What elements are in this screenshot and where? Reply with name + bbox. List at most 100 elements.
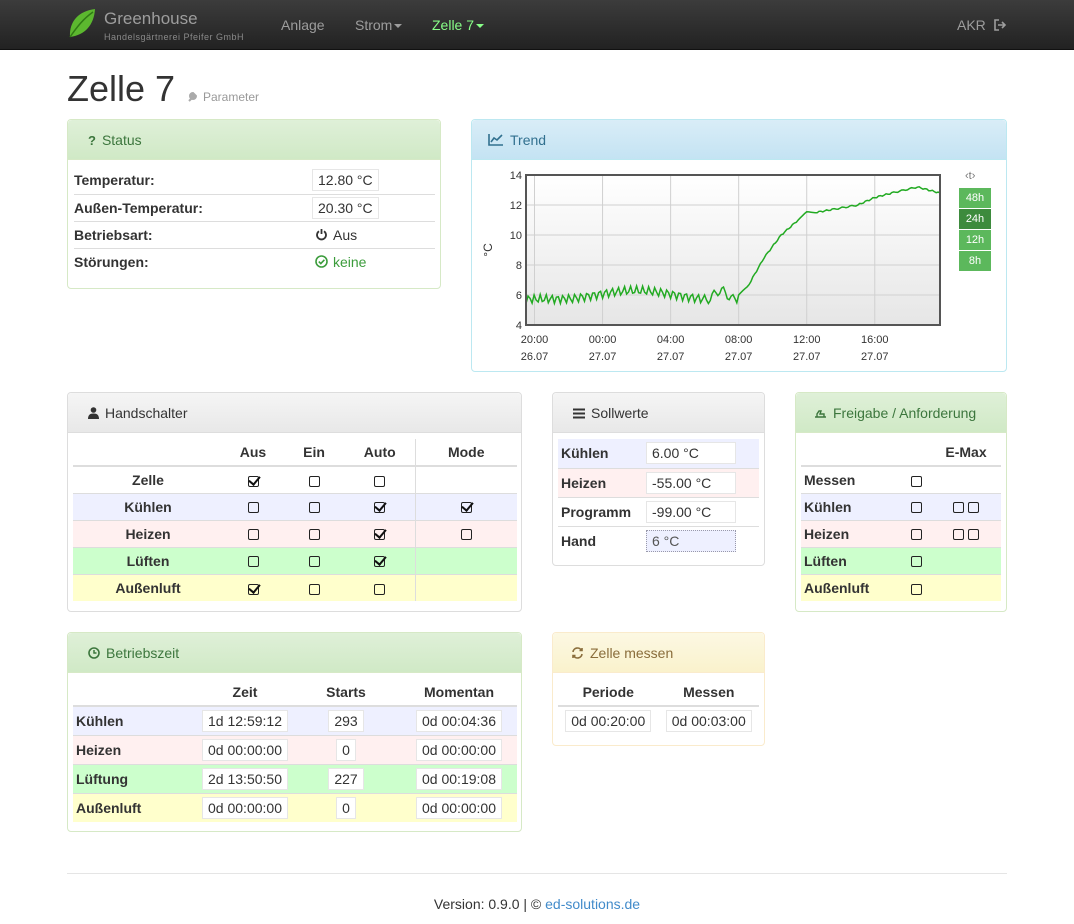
momentan-value: 0d 00:00:00 xyxy=(416,796,502,819)
checkbox-icon[interactable] xyxy=(910,583,922,595)
checkbox-icon[interactable] xyxy=(308,529,320,541)
starts-value: 227 xyxy=(328,767,364,790)
wrench-icon xyxy=(188,91,198,102)
row-label: Kühlen xyxy=(73,705,199,735)
checkbox-icon[interactable] xyxy=(247,556,259,568)
x-tick-date: 27.07 xyxy=(725,351,753,363)
plot-border xyxy=(525,174,941,326)
checkbox-icon[interactable] xyxy=(374,475,386,487)
nav-strom[interactable]: Strom xyxy=(355,17,403,33)
checkbox-icon[interactable] xyxy=(308,556,320,568)
checked-checkbox-icon[interactable] xyxy=(374,502,386,514)
y-tick-label: 4 xyxy=(516,320,522,332)
trend-heading: Trend xyxy=(472,120,1006,160)
handschalter-row: Zelle xyxy=(73,465,517,493)
freigabe-row: Kühlen xyxy=(801,492,1001,520)
freigabe-heading-label: Freigabe / Anforderung xyxy=(833,405,977,421)
brand[interactable]: Greenhouse Handelsgärtnerei Pfeifer GmbH xyxy=(67,7,244,42)
messen-table: Periode Messen 0d 00:20:00 0d 00:03:00 xyxy=(558,679,759,735)
checkbox-icon[interactable] xyxy=(460,529,472,541)
freigabe-row: Messen xyxy=(801,465,1001,493)
checked-checkbox-icon[interactable] xyxy=(374,529,386,541)
sollwerte-heading: Sollwerte xyxy=(553,393,764,433)
footer-link[interactable]: ed-solutions.de xyxy=(545,896,641,912)
table-header-row: Zeit Starts Momentan xyxy=(73,679,517,706)
betriebszeit-heading: Betriebszeit xyxy=(68,633,521,673)
col-ein: Ein xyxy=(303,444,325,460)
checkbox-icon[interactable] xyxy=(247,529,259,541)
brand-subtitle: Handelsgärtnerei Pfeifer GmbH xyxy=(104,32,245,42)
page-subtitle[interactable]: Parameter xyxy=(187,90,259,104)
brand-title: Greenhouse xyxy=(104,9,198,28)
range-8h-button[interactable]: 8h xyxy=(959,251,991,271)
clock-icon xyxy=(88,647,100,659)
checkbox-icon[interactable] xyxy=(967,529,979,541)
checkbox-icon[interactable] xyxy=(910,529,922,541)
range-24h-button[interactable]: 24h xyxy=(959,209,991,229)
row-label: Außenluft xyxy=(73,792,199,822)
betriebszeit-panel: Betriebszeit Zeit Starts Momentan Kühlen… xyxy=(67,632,522,832)
handschalter-row: Heizen xyxy=(73,519,517,547)
status-label: Außen-Temperatur: xyxy=(74,193,312,221)
footer-version: Version: 0.9.0 | © xyxy=(433,896,546,912)
sollwert-label: Hand xyxy=(558,525,646,555)
row-label: Heizen xyxy=(801,519,901,547)
status-row: Temperatur: 12.80 °C xyxy=(74,167,435,194)
nav-zelle[interactable]: Zelle 7 xyxy=(432,17,485,33)
handschalter-row: Kühlen xyxy=(73,492,517,520)
table-header-row: Periode Messen xyxy=(558,679,759,706)
x-tick-date: 27.07 xyxy=(657,351,685,363)
handschalter-table: Aus Ein Auto Mode Zelle Kühlen Heizen Lüfte… xyxy=(73,439,517,601)
col-messen: Messen xyxy=(683,684,735,700)
x-tick-time: 12:00 xyxy=(793,334,821,346)
checked-checkbox-icon[interactable] xyxy=(374,556,386,568)
checkbox-icon[interactable] xyxy=(308,583,320,595)
checkbox-icon[interactable] xyxy=(247,502,259,514)
starts-value: 0 xyxy=(336,738,356,761)
messen-value: 0d 00:03:00 xyxy=(665,710,752,732)
betriebszeit-row: Heizen 0d 00:00:00 0 0d 00:00:00 xyxy=(73,734,517,764)
user-icon xyxy=(88,407,99,419)
starts-value: 0 xyxy=(336,796,356,819)
mode-value: Aus xyxy=(333,226,358,243)
page-title: Zelle 7 xyxy=(67,68,176,109)
nav-user[interactable]: AKR xyxy=(957,17,1007,33)
checkbox-icon[interactable] xyxy=(910,502,922,514)
starts-value: 293 xyxy=(328,709,364,732)
checkbox-icon[interactable] xyxy=(910,475,922,487)
freigabe-heading: Freigabe / Anforderung xyxy=(796,393,1006,433)
col-momentan: Momentan xyxy=(424,684,494,700)
trend-heading-label: Trend xyxy=(510,132,547,148)
checked-checkbox-icon[interactable] xyxy=(247,475,259,487)
momentan-value: 0d 00:04:36 xyxy=(416,709,502,732)
checkbox-icon[interactable] xyxy=(308,475,320,487)
sollwert-label: Heizen xyxy=(558,467,646,497)
col-auto: Auto xyxy=(363,444,396,460)
temperature-value: 12.80 °C xyxy=(312,169,379,192)
checkbox-icon[interactable] xyxy=(308,502,320,514)
sollwerte-row: Heizen -55.00 °C xyxy=(558,467,759,497)
checkbox-icon[interactable] xyxy=(953,502,965,514)
betriebszeit-table: Zeit Starts Momentan Kühlen 1d 12:59:12 29… xyxy=(73,679,517,822)
checkbox-icon[interactable] xyxy=(967,502,979,514)
checked-checkbox-icon[interactable] xyxy=(460,502,472,514)
trend-chart: 14 12 10 8 6 4 20:00 26.07 00:00 27.07 04:00 27.07 0… xyxy=(481,170,941,363)
hand-setpoint-input[interactable]: 6 °C xyxy=(646,529,736,552)
checkbox-icon[interactable] xyxy=(953,529,965,541)
zeit-value: 0d 00:00:00 xyxy=(202,738,288,761)
checked-checkbox-icon[interactable] xyxy=(247,583,259,595)
range-12h-button[interactable]: 12h xyxy=(959,230,991,250)
checkbox-icon[interactable] xyxy=(910,556,922,568)
chevron-down-icon xyxy=(394,24,403,29)
row-label: Heizen xyxy=(73,734,199,764)
refresh-icon xyxy=(572,647,583,659)
nav-anlage[interactable]: Anlage xyxy=(281,17,325,33)
sollwert-label: Programm xyxy=(558,496,646,526)
betriebszeit-heading-label: Betriebszeit xyxy=(106,645,180,661)
range-48h-button[interactable]: 48h xyxy=(959,188,991,208)
sollwerte-row: Hand 6 °C xyxy=(558,525,759,555)
subtitle-label: Parameter xyxy=(203,90,260,104)
checkbox-icon[interactable] xyxy=(374,583,386,595)
freigabe-table: E-Max Messen Kühlen Heizen Lüften Außenluf… xyxy=(801,439,1001,601)
x-tick-time: 20:00 xyxy=(521,334,549,346)
